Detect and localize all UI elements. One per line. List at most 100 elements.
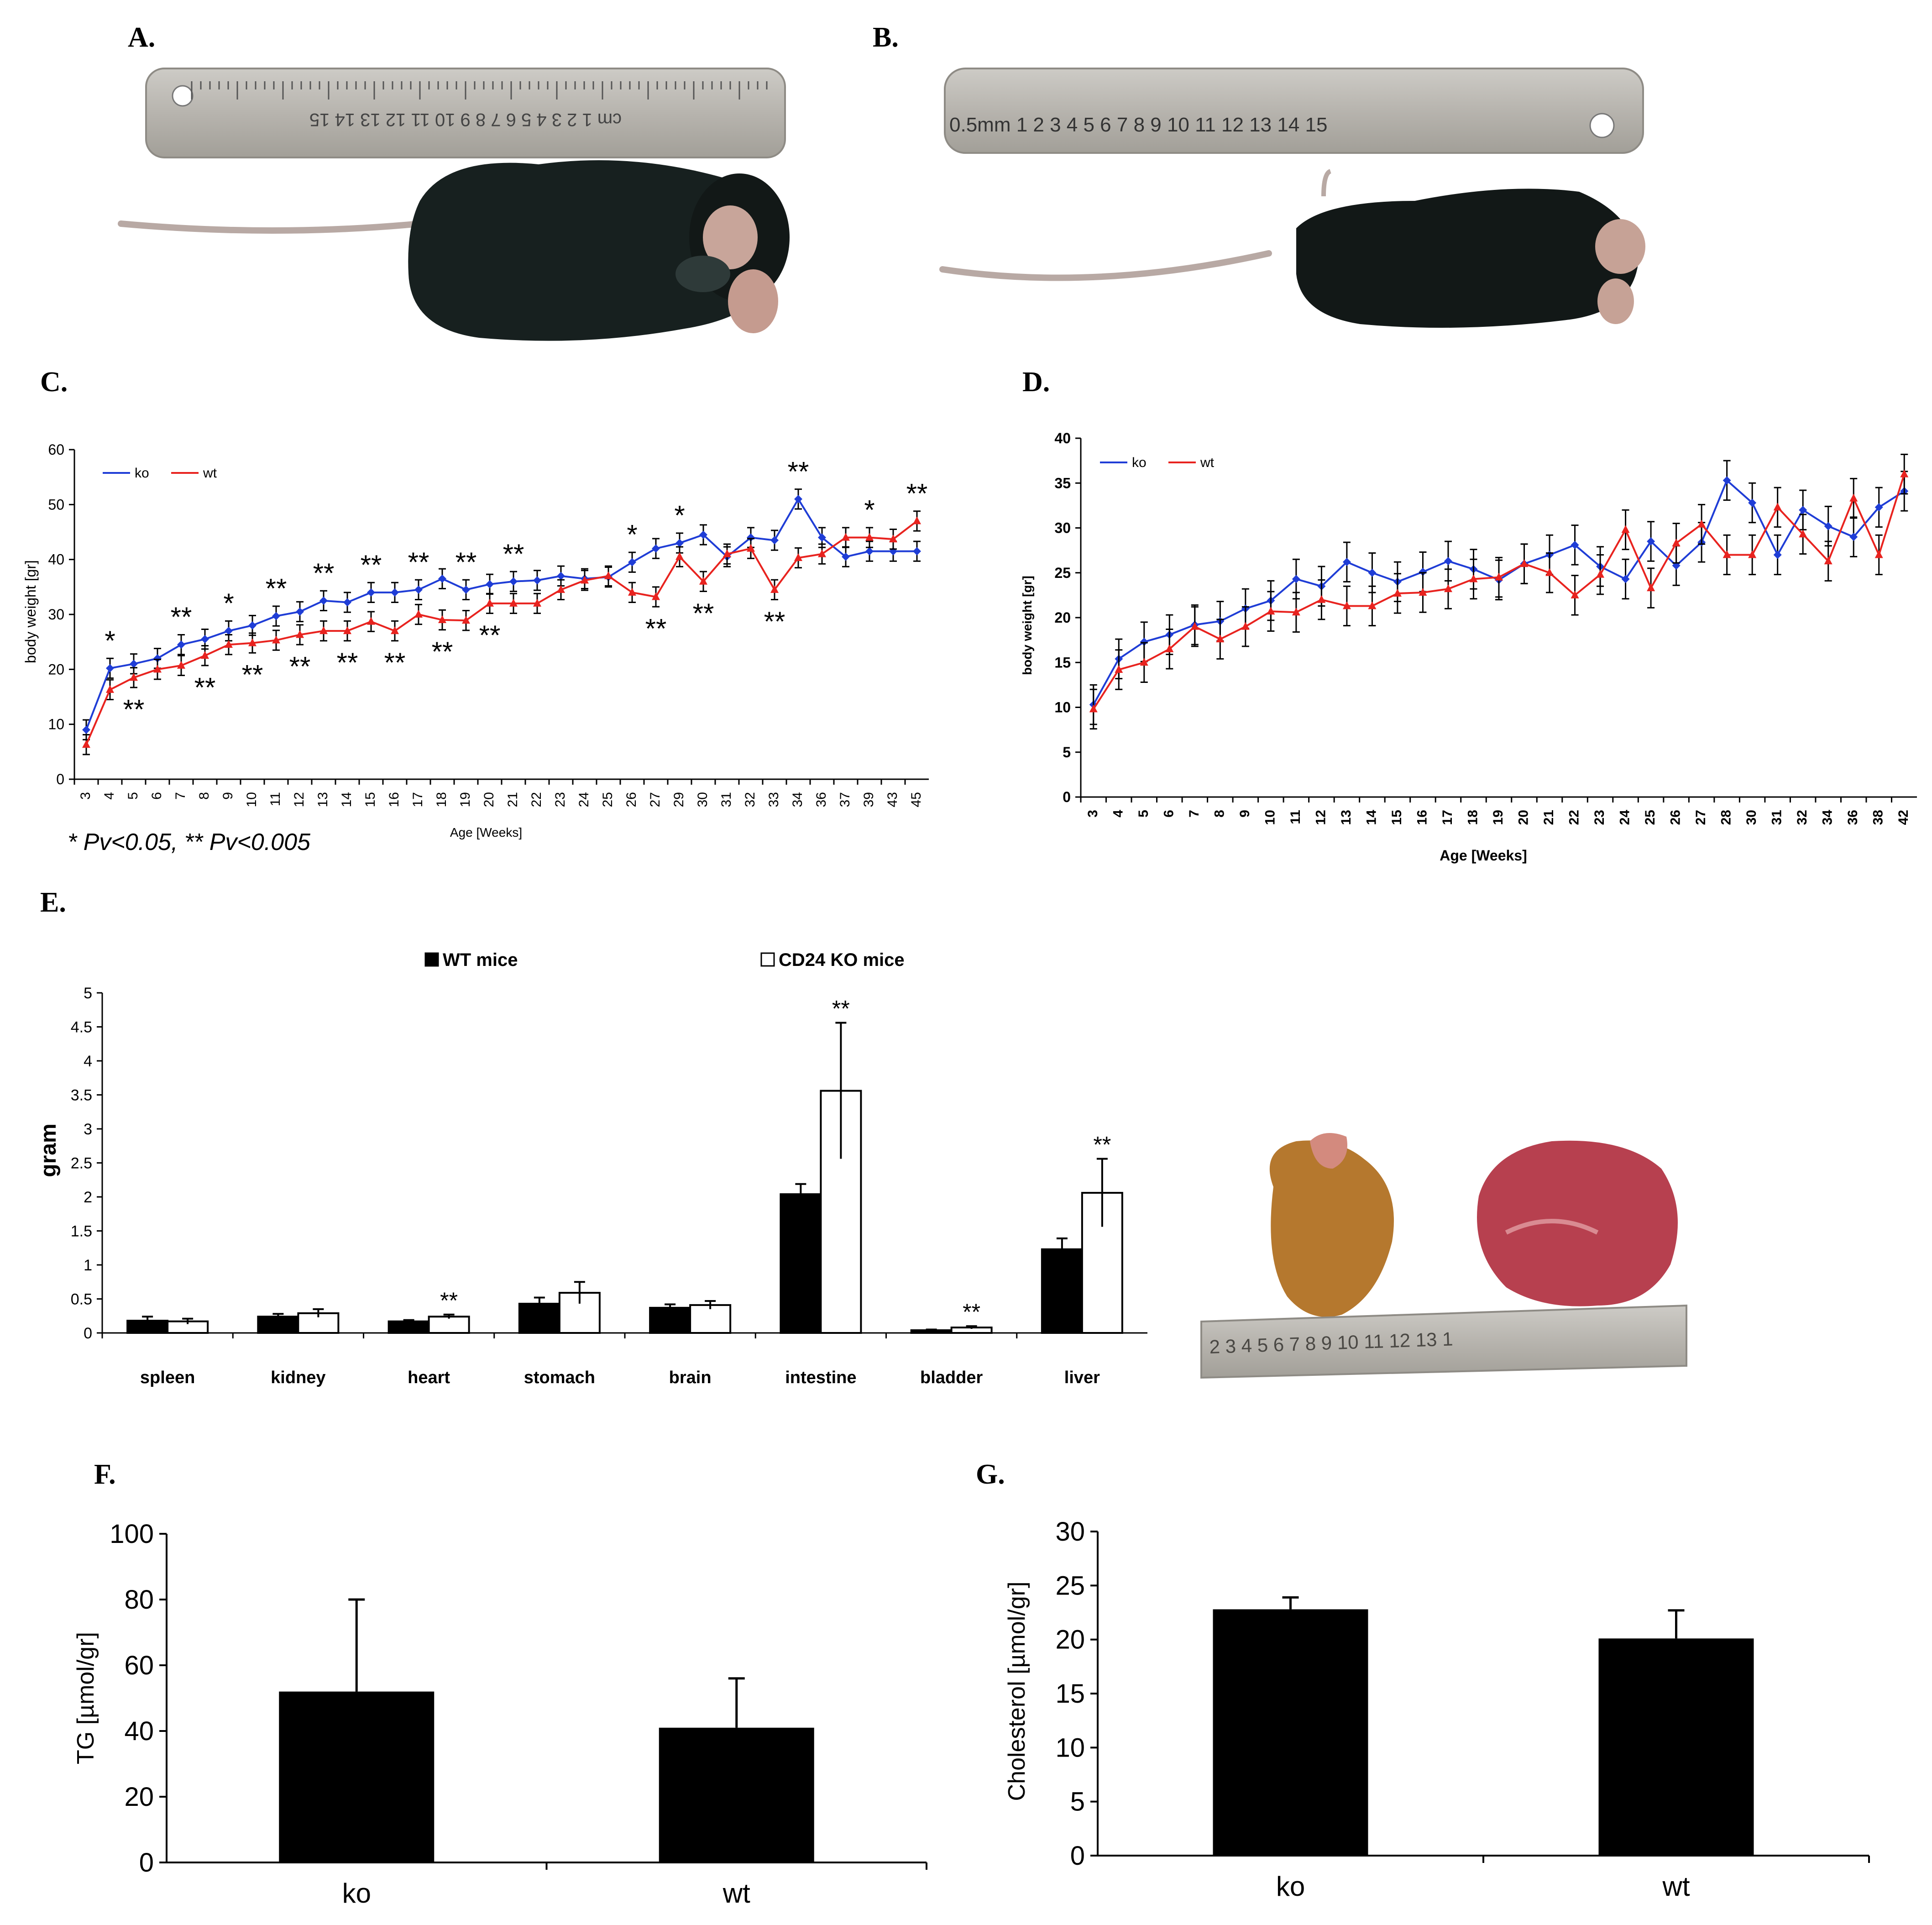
significance-star: ** (123, 694, 145, 724)
significance-star: * (674, 500, 685, 531)
significance-star: ** (313, 558, 335, 588)
x-tick-label: 15 (1389, 810, 1404, 825)
point-wt (177, 661, 185, 669)
y-tick-label: 30 (1054, 520, 1071, 536)
category-label: wt (1662, 1871, 1690, 1902)
point-wt (1672, 538, 1681, 546)
y-tick-label: 3.5 (71, 1087, 92, 1104)
category-label: ko (342, 1878, 371, 1909)
y-tick-label: 10 (48, 716, 64, 733)
significance-star: ** (456, 547, 477, 577)
point-ko (628, 558, 636, 566)
bar-liver-wt (1041, 1248, 1083, 1334)
y-tick-label: 25 (1054, 565, 1071, 581)
chart-f-ylabel: TG [µmol/gr] (73, 1632, 99, 1764)
point-ko (652, 544, 660, 553)
photo-a-mouse: cm 1 2 3 4 5 6 7 8 9 10 11 12 13 14 15 (118, 68, 790, 341)
x-tick-label: 8 (1212, 810, 1227, 818)
point-ko (296, 607, 304, 616)
point-wt (723, 549, 731, 557)
panel-label-d: D. (1022, 367, 1050, 398)
point-wt (153, 665, 162, 673)
point-wt (1190, 622, 1199, 630)
mouse-b-body (1296, 189, 1639, 328)
y-tick-label: 40 (1054, 430, 1071, 446)
x-tick-label: 16 (387, 792, 402, 807)
point-wt (225, 640, 233, 648)
x-tick-label: 37 (838, 792, 853, 807)
y-tick-label: 1 (84, 1257, 92, 1274)
x-tick-label: 24 (1618, 810, 1633, 825)
y-tick-label: 20 (48, 661, 64, 677)
x-tick-label: 31 (719, 792, 734, 807)
point-ko (272, 612, 280, 620)
x-tick-label: 14 (339, 792, 354, 807)
point-wt (1140, 658, 1148, 666)
chart-c-xlabel: Age [Weeks] (450, 825, 522, 839)
point-ko (794, 495, 802, 504)
x-tick-label: 32 (743, 792, 758, 807)
significance-star: ** (408, 547, 429, 577)
point-ko (1140, 638, 1148, 646)
point-wt (675, 552, 684, 560)
point-ko (1342, 558, 1351, 566)
y-tick-label: 30 (48, 606, 64, 623)
chart-d-xlabel: Age [Weeks] (1440, 847, 1527, 864)
significance-star: ** (337, 647, 358, 678)
category-label: brain (669, 1368, 712, 1387)
point-ko (509, 577, 518, 586)
y-tick-label: 60 (48, 441, 64, 458)
chart-g-ylabel: Cholesterol [µmol/gr] (1004, 1582, 1030, 1801)
point-wt (106, 685, 114, 693)
point-wt (1267, 607, 1275, 615)
point-wt (1748, 550, 1757, 558)
y-tick-label: 0.5 (71, 1291, 92, 1308)
y-tick-label: 15 (1055, 1679, 1085, 1709)
x-tick-label: 31 (1770, 810, 1785, 825)
significance-star: * (864, 495, 874, 525)
chart-d-ylabel: body weight [gr] (1020, 576, 1034, 675)
point-wt (1495, 572, 1503, 581)
x-tick-label: 26 (1668, 810, 1683, 825)
point-wt (1697, 519, 1706, 528)
significance-star: ** (963, 1299, 980, 1325)
bar-heart-ko (428, 1316, 470, 1334)
point-wt (1317, 595, 1326, 603)
panel-label-a: A. (128, 22, 155, 53)
point-wt (770, 585, 779, 593)
y-tick-label: 5 (84, 985, 92, 1002)
point-wt (1900, 469, 1909, 477)
point-wt (509, 598, 518, 607)
point-ko (414, 585, 423, 594)
x-tick-label: 18 (434, 792, 449, 807)
legend-swatch (424, 952, 439, 967)
x-tick-label: 30 (695, 792, 710, 807)
point-ko (486, 580, 494, 588)
y-tick-label: 1.5 (71, 1223, 92, 1240)
x-tick-label: 16 (1414, 810, 1429, 825)
y-tick-label: 25 (1055, 1571, 1085, 1600)
chart-c-ylabel: body weight [gr] (22, 560, 39, 663)
point-ko (130, 660, 138, 668)
significance-star: ** (171, 602, 192, 632)
y-tick-label: 40 (48, 551, 64, 568)
y-tick-label: 40 (124, 1716, 154, 1746)
point-wt (343, 626, 351, 635)
x-tick-label: 5 (1136, 810, 1151, 818)
significance-star: ** (832, 996, 850, 1022)
point-ko (1444, 557, 1452, 566)
point-ko (1824, 522, 1833, 530)
point-ko (1874, 503, 1883, 512)
point-wt (1520, 559, 1529, 567)
x-tick-label: 42 (1896, 810, 1911, 825)
point-wt (248, 638, 257, 646)
significance-star: * (223, 588, 234, 619)
point-ko (842, 552, 850, 561)
x-tick-label: 17 (410, 792, 425, 807)
x-tick-label: 12 (1313, 810, 1328, 825)
significance-star: * (105, 625, 115, 656)
point-ko (462, 585, 470, 594)
